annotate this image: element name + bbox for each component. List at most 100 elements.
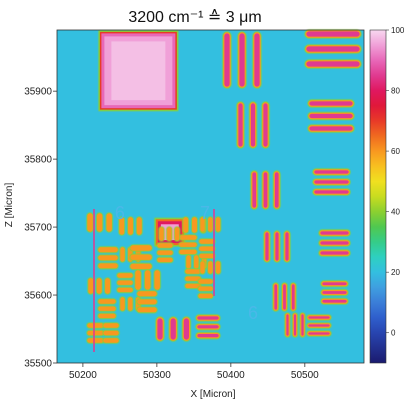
- x-tick-label: 50400: [217, 370, 245, 381]
- colorbar-tick-label: 40: [391, 208, 400, 217]
- feature-hbar-small: [156, 249, 174, 256]
- feature-vbar-small: [181, 316, 191, 342]
- feature-hbar-small: [178, 241, 198, 248]
- feature-hbar-small: [156, 242, 174, 249]
- feature-hbar-small: [198, 252, 216, 259]
- feature-hbar-small: [97, 246, 119, 254]
- feature-vbar: [252, 31, 262, 89]
- x-axis: 50200 50300 50400 50500: [69, 363, 319, 381]
- annotation-label: 6: [248, 303, 258, 323]
- feature-hbar: [307, 124, 355, 133]
- feature-vbar-small: [127, 296, 134, 312]
- feature-hbar: [307, 99, 355, 108]
- feature-hbar-small: [156, 256, 174, 263]
- feature-vbar: [236, 101, 245, 149]
- feature-hbar: [306, 322, 332, 329]
- feature-vbar-small: [207, 216, 214, 233]
- colorbar-gradient: [369, 29, 387, 364]
- feature-hbar-small: [197, 292, 214, 299]
- feature-vbar-small: [118, 216, 126, 236]
- feature-vbar-small: [155, 316, 165, 342]
- feature-vbar-small: [215, 216, 222, 233]
- feature-hbar-small: [116, 272, 134, 279]
- feature-vbar-small: [182, 216, 190, 234]
- feature-hbar: [318, 229, 351, 237]
- feature-hbar: [318, 249, 351, 257]
- feature-hbar-small: [197, 285, 214, 292]
- x-tick-label: 50200: [69, 370, 97, 381]
- feature-hbar: [320, 280, 349, 288]
- feature-vbar: [273, 230, 281, 263]
- feature-vbar-small: [166, 226, 173, 242]
- feature-vbar-small: [87, 277, 95, 295]
- y-axis: 35500 35600 35700 35800 35900: [24, 87, 57, 370]
- feature-hbar: [318, 239, 351, 247]
- feature-hbar-small: [178, 248, 198, 255]
- feature-vbar-small: [135, 216, 143, 236]
- colorbar-tick-label: 0: [391, 329, 396, 338]
- feature-vbar-small: [174, 226, 181, 242]
- feature-vbar: [261, 170, 270, 210]
- feature-hbar-small: [86, 337, 105, 344]
- feature-vbar: [283, 230, 291, 263]
- feature-vbar: [284, 312, 291, 338]
- y-tick-label: 35700: [24, 223, 52, 234]
- plot-frame: [56, 29, 365, 364]
- feature-hbar: [304, 59, 362, 69]
- feature-hbar-small: [129, 262, 153, 270]
- colorbar-tick-label: 20: [391, 268, 400, 277]
- feature-vbar: [272, 282, 280, 312]
- feature-hbar-small: [129, 253, 153, 261]
- feature-vbar-small: [215, 260, 222, 275]
- feature-hbar-small: [184, 275, 202, 282]
- plot-area: 6 7 6: [56, 29, 365, 364]
- feature-large-square: [98, 30, 179, 112]
- feature-hbar-small: [97, 254, 119, 262]
- colorbar: 0 20 40 60 80 100: [369, 26, 405, 364]
- colorbar-tick-label: 80: [391, 87, 400, 96]
- x-tick-label: 50300: [143, 370, 171, 381]
- feature-hbar: [320, 289, 349, 296]
- feature-hbar-small: [184, 282, 202, 289]
- feature-vbar-small: [168, 316, 178, 342]
- feature-hbar-small: [195, 332, 221, 340]
- x-axis-label: X [Micron]: [190, 389, 235, 400]
- feature-vbar: [261, 101, 270, 149]
- feature-vbar-small: [191, 216, 198, 234]
- feature-vbar: [250, 170, 259, 210]
- feature-vbar-small: [199, 216, 206, 233]
- feature-hbar-small: [102, 322, 120, 329]
- colorbar-tick-label: 100: [391, 26, 405, 35]
- feature-hbar-small: [102, 337, 120, 344]
- feature-vbar-small: [86, 212, 94, 233]
- feature-vbar-small: [105, 212, 113, 233]
- feature-vbar-small: [158, 226, 165, 242]
- feature-hbar-small: [102, 329, 120, 337]
- feature-hbar: [306, 314, 332, 321]
- y-tick-label: 35500: [24, 359, 52, 370]
- feature-hbar-small: [198, 238, 216, 245]
- feature-hbar-small: [116, 286, 134, 293]
- feature-hbar-small: [97, 305, 117, 312]
- feature-vbar: [222, 31, 232, 89]
- feature-hbar: [307, 111, 355, 121]
- feature-vbar: [263, 230, 271, 263]
- feature-hbar: [306, 330, 332, 337]
- feature-hbar: [304, 44, 362, 54]
- y-axis-label: Z [Micron]: [4, 183, 15, 228]
- feature-vbar: [291, 312, 299, 338]
- feature-hbar-small: [129, 244, 153, 252]
- feature-vbar-small: [193, 254, 200, 270]
- feature-vbar-small: [144, 269, 152, 291]
- feature-hbar: [312, 168, 351, 176]
- x-tick-label: 50500: [291, 370, 319, 381]
- feature-vbar-small: [207, 260, 214, 275]
- feature-hbar: [312, 188, 351, 196]
- feature-hbar-small: [198, 245, 216, 252]
- chart-title: 3200 cm⁻¹ ≙ 3 μm: [128, 9, 261, 26]
- feature-hbar-small: [178, 234, 198, 241]
- feature-vbar: [248, 101, 258, 149]
- feature-vbar: [289, 282, 297, 312]
- feature-vbar-small: [199, 260, 206, 275]
